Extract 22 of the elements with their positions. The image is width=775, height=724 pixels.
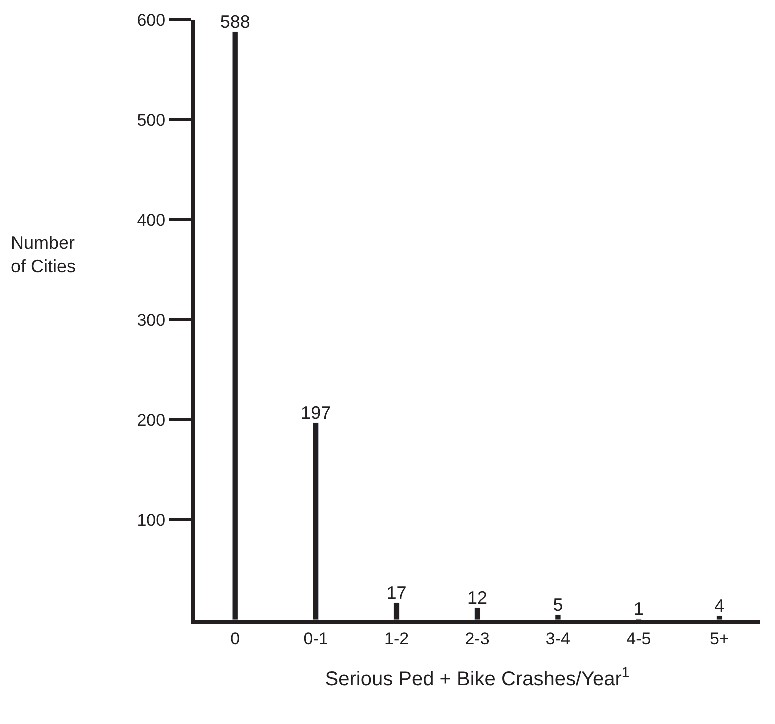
y-tick-label: 500	[137, 110, 166, 130]
data-label: 5	[553, 595, 564, 615]
y-tick-label: 100	[137, 510, 166, 530]
data-label: 12	[467, 588, 488, 608]
data-label: 4	[714, 596, 725, 616]
x-tick-label: 3-4	[546, 629, 570, 648]
y-tick-label: 600	[137, 10, 166, 30]
y-tick-label: 300	[137, 310, 166, 330]
data-label: 1	[634, 599, 644, 619]
y-tick-label: 200	[137, 410, 166, 430]
x-tick-label: 0	[230, 629, 240, 648]
x-tick-label: 4-5	[626, 629, 652, 648]
data-label: 588	[220, 12, 250, 32]
x-axis-title: Serious Ped + Bike Crashes/Year$^{1}$	[325, 664, 630, 690]
data-label: 197	[301, 403, 332, 423]
data-label: 17	[386, 583, 407, 603]
x-tick-label: 2-3	[465, 629, 490, 648]
y-tick-label: 400	[137, 210, 166, 230]
x-tick-label: 5+	[710, 629, 730, 648]
x-tick-label: 1-2	[384, 629, 410, 648]
y-axis-title: Number of Cities	[11, 233, 76, 276]
x-tick-label: 0-1	[304, 629, 328, 648]
